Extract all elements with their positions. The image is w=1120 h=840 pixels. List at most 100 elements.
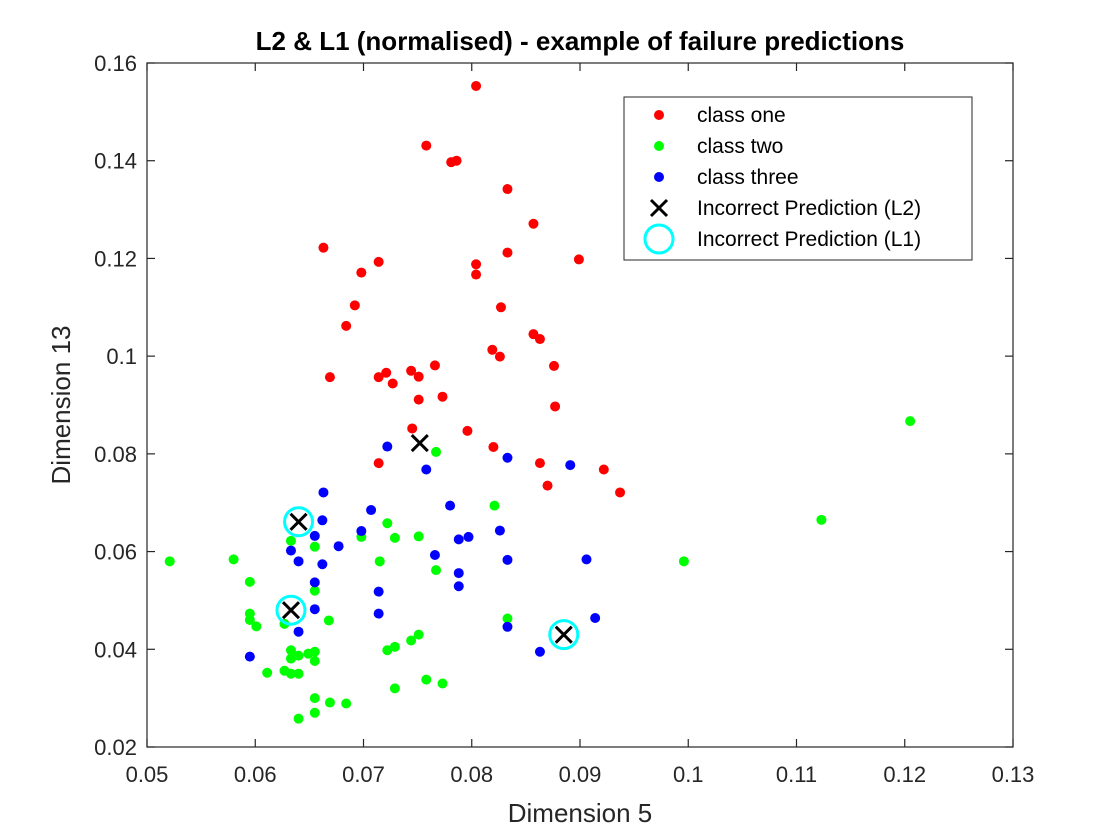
class-two-point <box>309 693 320 704</box>
class-two-point <box>437 678 448 689</box>
class-two-point <box>244 576 255 587</box>
legend-label: Incorrect Prediction (L2) <box>697 197 921 220</box>
incorrect-l2-marker <box>289 512 308 531</box>
class-three-point <box>590 613 601 624</box>
x-tick-label: 0.11 <box>776 762 817 787</box>
legend-incorrect-l2-marker <box>649 198 669 218</box>
class-one-point <box>373 256 384 267</box>
class-two-point <box>262 667 273 678</box>
class-three-point <box>382 441 393 452</box>
class-three-point <box>356 526 367 537</box>
class-one-point <box>387 378 398 389</box>
y-axis-label: Dimension 13 <box>46 326 76 485</box>
class-two-point <box>285 645 296 656</box>
class-one-point <box>550 401 561 412</box>
class-one-point <box>413 394 424 405</box>
y-tick-label: 0.02 <box>94 735 137 760</box>
class-three-point <box>453 534 464 545</box>
class-three-point <box>317 515 328 526</box>
class-two-point <box>421 674 432 685</box>
class-three-point <box>366 505 377 516</box>
x-tick-label: 0.07 <box>342 762 385 787</box>
class-two-point <box>164 556 175 567</box>
data-points <box>164 80 916 724</box>
legend-incorrect-l1-marker <box>643 223 675 255</box>
class-two-point <box>905 416 916 427</box>
class-three-point <box>502 621 513 632</box>
class-two-point <box>293 650 304 661</box>
class-two-point <box>309 585 320 596</box>
class-three-point <box>373 586 384 597</box>
class-one-point <box>502 247 513 258</box>
class-three-point <box>318 487 329 498</box>
class-one-points <box>318 80 626 498</box>
y-tick-label: 0.12 <box>94 246 137 271</box>
class-two-point <box>678 556 689 567</box>
legend-label: class three <box>697 166 799 189</box>
y-axis: 0.02 0.04 0.06 0.08 0.1 0.12 0.14 0.16 <box>94 51 1013 760</box>
class-one-point <box>373 458 384 469</box>
class-three-point <box>309 530 320 541</box>
legend: class one class two class three Incorrect P… <box>623 96 973 261</box>
legend-label: Incorrect Prediction (L1) <box>697 228 921 251</box>
class-one-point <box>406 365 417 376</box>
class-two-point <box>309 541 320 552</box>
class-two-point <box>431 446 442 457</box>
class-one-point <box>573 254 584 265</box>
x-tick-label: 0.13 <box>992 762 1035 787</box>
legend-label: class one <box>697 104 786 127</box>
class-three-point <box>293 556 304 567</box>
incorrect-l2-marker <box>554 625 573 644</box>
class-two-points <box>164 416 916 724</box>
class-three-point <box>502 554 513 565</box>
class-two-point <box>285 653 296 664</box>
class-two-point <box>285 668 296 679</box>
class-one-point <box>494 351 505 362</box>
y-tick-label: 0.1 <box>106 344 137 369</box>
class-two-point <box>502 613 513 624</box>
class-three-point <box>445 500 456 511</box>
class-one-point <box>471 269 482 280</box>
incorrect-l2-marker-stroke <box>281 601 301 620</box>
class-two-point <box>389 532 400 543</box>
class-two-point <box>382 518 393 529</box>
class-two-point <box>293 713 304 724</box>
class-one-point <box>413 371 424 382</box>
x-axis-label: Dimension 5 <box>508 798 653 828</box>
x-axis: 0.05 0.06 0.07 0.08 0.09 0.1 0.11 0.12 0.13 <box>126 63 1035 787</box>
class-one-point <box>615 487 626 498</box>
incorrect-l1-marker <box>548 619 580 651</box>
class-two-point <box>323 615 334 626</box>
class-three-point <box>581 554 592 565</box>
class-three-point <box>373 608 384 619</box>
class-one-point <box>356 267 367 278</box>
class-one-point <box>488 442 499 453</box>
incorrect-l2-marker-stroke <box>554 625 573 644</box>
incorrect-l2-marker <box>410 434 429 453</box>
class-one-point <box>534 458 545 469</box>
class-two-point <box>324 697 335 708</box>
incorrect-l1-marker <box>283 506 315 538</box>
class-one-point <box>502 184 513 195</box>
class-one-point <box>487 344 498 355</box>
class-one-point <box>407 423 418 434</box>
class-two-point <box>285 535 296 546</box>
class-two-point <box>389 641 400 652</box>
legend-class-two-point <box>654 141 664 151</box>
y-tick-label: 0.06 <box>94 540 137 565</box>
class-two-point <box>309 656 320 667</box>
class-three-point <box>285 545 296 556</box>
legend-incorrect-l2-marker-stroke <box>649 198 669 218</box>
class-one-point <box>534 334 545 345</box>
legend-class-one-point <box>654 110 664 120</box>
class-two-point <box>382 645 393 656</box>
class-one-point <box>318 242 329 253</box>
class-one-point <box>349 300 360 311</box>
incorrect-l2-marker-stroke <box>289 512 308 531</box>
legend-label: class two <box>697 135 783 158</box>
class-two-point <box>406 635 417 646</box>
y-tick-label: 0.16 <box>94 51 137 76</box>
class-three-point <box>534 646 545 657</box>
class-three-point <box>494 525 505 536</box>
